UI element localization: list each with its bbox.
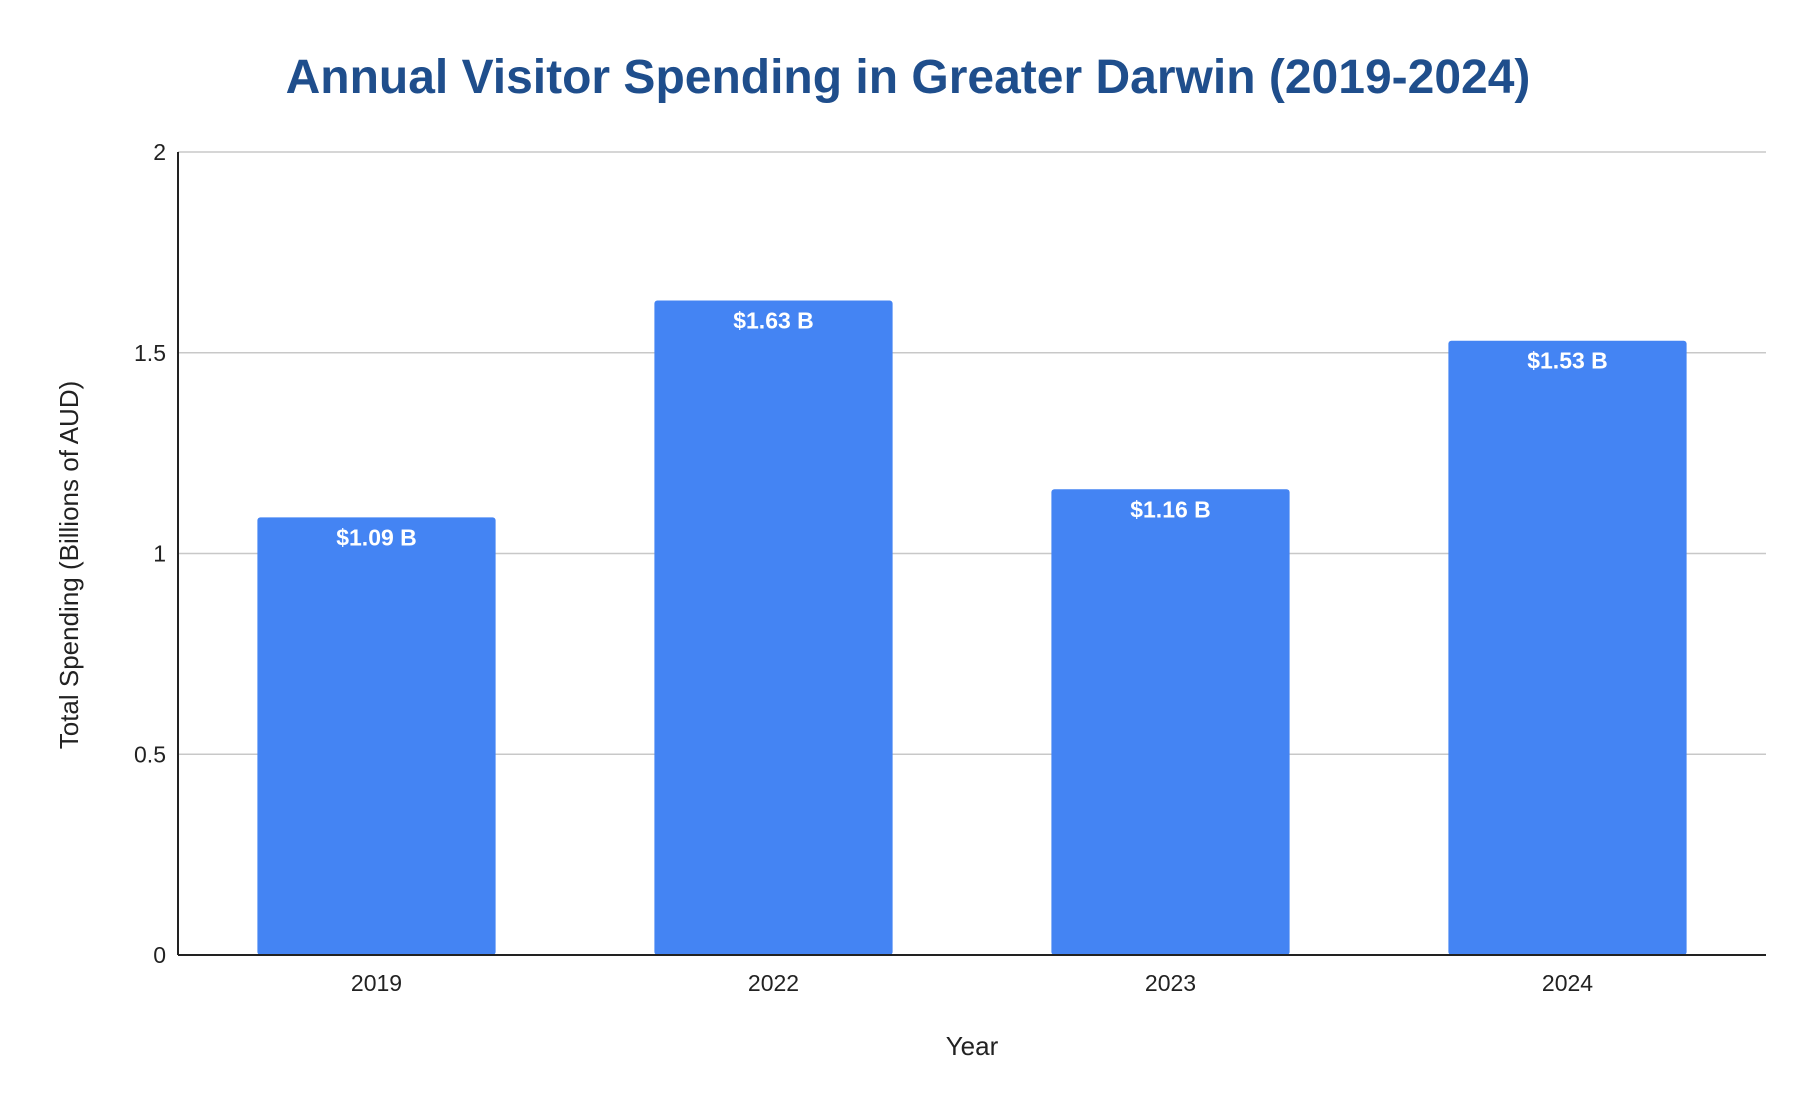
bar-data-label: $1.09 B [336,524,417,550]
x-axis-ticks: 2019 2022 2023 2024 [351,970,1593,996]
bar [1051,489,1290,955]
y-tick-label: 0.5 [134,741,166,767]
bar [1448,340,1687,956]
chart-title: Annual Visitor Spending in Greater Darwi… [286,51,1531,104]
y-tick-label: 1.5 [134,340,166,366]
bars: $1.09 B $1.63 B $1.16 B $1.53 B [257,300,1687,956]
y-axis-title: Total Spending (Billions of AUD) [54,381,84,750]
y-tick-label: 0 [153,942,166,968]
x-tick-label: 2022 [748,970,799,996]
y-tick-label: 1 [153,541,166,567]
bar [654,300,893,955]
bar-data-label: $1.53 B [1527,348,1608,374]
y-tick-label: 2 [153,139,166,165]
y-axis-ticks: 0 0.5 1 1.5 2 [134,139,166,968]
x-tick-label: 2024 [1542,970,1593,996]
bar [257,517,496,955]
x-tick-label: 2019 [351,970,402,996]
x-axis-title: Year [946,1031,999,1061]
bar-data-label: $1.16 B [1130,496,1211,522]
bar-data-label: $1.63 B [733,308,814,334]
x-tick-label: 2023 [1145,970,1196,996]
